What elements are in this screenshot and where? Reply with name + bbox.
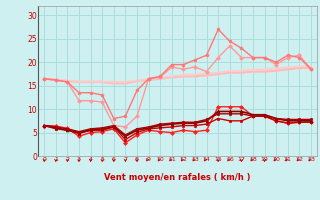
X-axis label: Vent moyen/en rafales ( km/h ): Vent moyen/en rafales ( km/h ) — [104, 174, 251, 182]
